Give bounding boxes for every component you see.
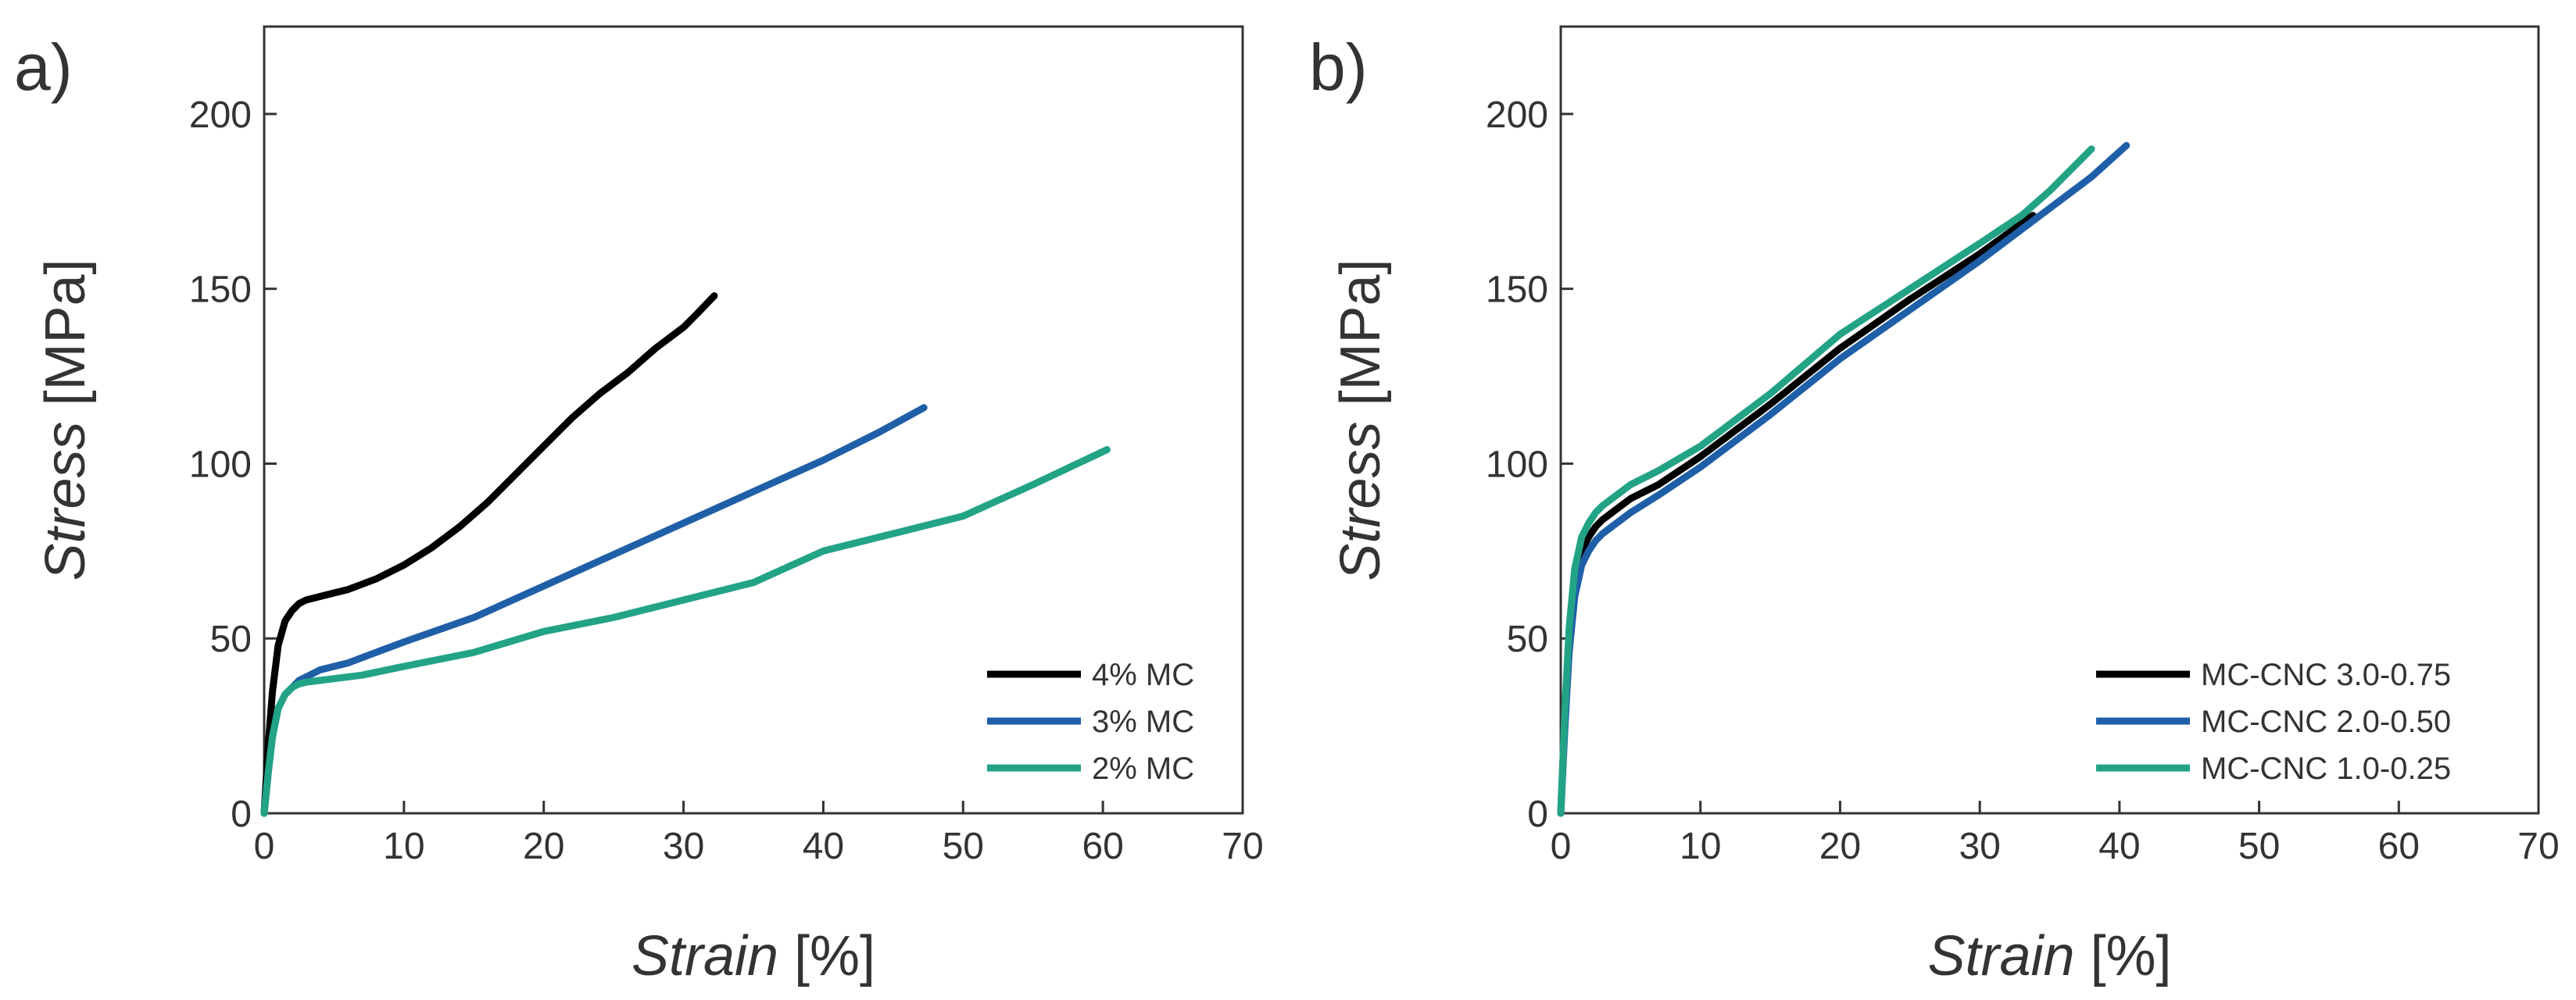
legend-label: 4% MC [1092,658,1194,692]
x-tick-label: 30 [1959,826,2000,867]
x-tick-label: 70 [2517,826,2559,867]
y-axis-title-italic: Stress [34,422,97,581]
x-tick-label: 10 [1680,826,1721,867]
plot-frame [1559,25,2540,815]
x-tick-label: 50 [943,826,984,867]
panel-label: a) [14,30,73,104]
y-axis-title-unit: [MPa] [34,259,97,421]
plot-frame [263,25,1244,815]
series-line-2 [260,404,928,817]
y-tick-label: 200 [1486,95,1548,136]
x-tick-label: 10 [383,826,424,867]
series-line-3 [260,446,1111,817]
x-tick-label: 20 [1819,826,1861,867]
legend-label: MC-CNC 3.0-0.75 [2201,658,2451,692]
y-tick-label: 100 [189,444,252,485]
y-tick-label: 100 [1486,444,1548,485]
x-axis-title: Strain [%] [1927,925,2171,988]
y-axis-title-unit: [MPa] [1329,259,1392,421]
series-line-1 [260,292,718,817]
y-tick-label: 50 [210,619,252,660]
series-line-3 [1557,145,2095,817]
x-axis-title-italic: Strain [631,925,778,988]
x-tick-label: 60 [2378,826,2420,867]
x-tick-label: 60 [1082,826,1123,867]
x-tick-label: 20 [523,826,564,867]
y-axis-title: Stress [MPa] [34,259,97,580]
x-tick-label: 0 [1551,826,1572,867]
legend-label: 3% MC [1092,705,1194,739]
panel-label: b) [1309,30,1368,104]
y-axis-title-italic: Stress [1329,422,1392,581]
legend-label: MC-CNC 2.0-0.50 [2201,705,2451,739]
x-axis-title-unit: [%] [2075,925,2172,988]
y-tick-label: 0 [1527,794,1548,835]
y-tick-label: 0 [231,794,252,835]
x-tick-label: 70 [1222,826,1263,867]
y-tick-label: 200 [189,95,252,136]
x-axis-title: Strain [%] [631,925,875,988]
y-tick-label: 150 [1486,270,1548,311]
y-tick-label: 150 [189,270,252,311]
x-tick-label: 30 [663,826,704,867]
x-tick-label: 40 [2098,826,2140,867]
x-tick-label: 40 [803,826,844,867]
legend-label: 2% MC [1092,752,1194,786]
legend-label: MC-CNC 1.0-0.25 [2201,752,2451,786]
y-tick-label: 50 [1507,619,1548,660]
x-tick-label: 0 [254,826,275,867]
x-tick-label: 50 [2238,826,2280,867]
y-axis-title: Stress [MPa] [1329,259,1392,580]
x-axis-title-italic: Strain [1927,925,2074,988]
x-axis-title-unit: [%] [778,925,875,988]
